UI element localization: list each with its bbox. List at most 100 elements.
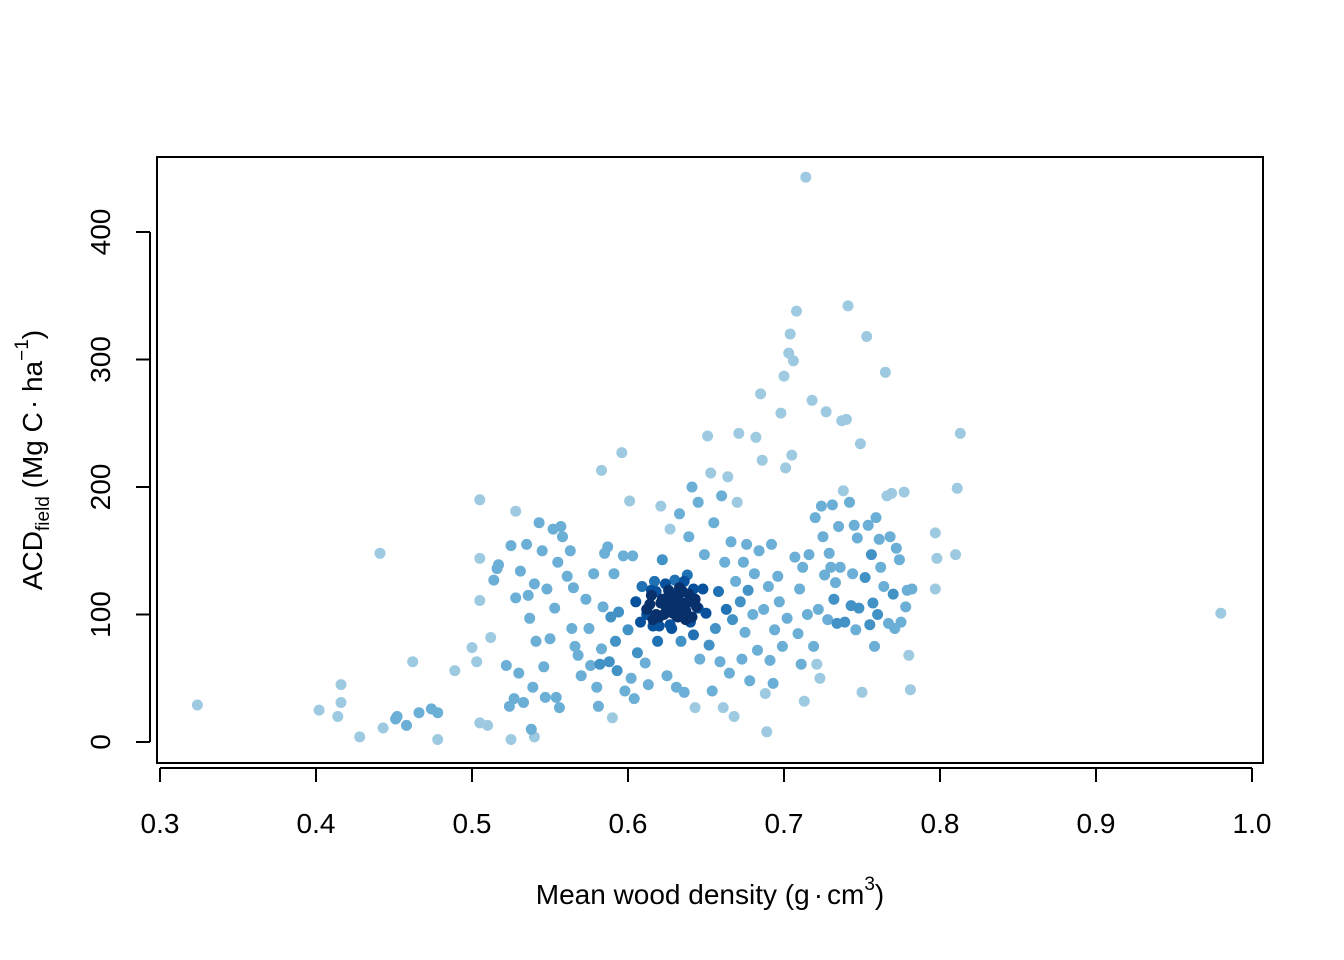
data-point	[769, 624, 781, 636]
data-point	[686, 481, 698, 493]
data-point	[493, 559, 504, 571]
y-axis-title-close: )	[17, 330, 48, 339]
x-tick-label: 0.7	[765, 808, 804, 839]
data-point	[694, 653, 706, 665]
data-point	[748, 568, 760, 580]
data-point	[485, 632, 497, 643]
data-point	[703, 639, 715, 651]
data-point	[639, 657, 651, 669]
data-point	[630, 596, 642, 608]
data-point	[803, 549, 815, 561]
data-point	[550, 691, 562, 703]
data-point	[786, 449, 798, 461]
data-point	[812, 603, 824, 615]
y-axis-title-main: ACD	[17, 531, 48, 590]
data-point	[561, 570, 573, 582]
x-axis-title-dot: ·	[814, 879, 823, 910]
data-point	[847, 568, 859, 580]
data-point	[374, 547, 386, 559]
data-point	[747, 609, 759, 620]
data-point	[597, 601, 609, 613]
data-point	[755, 388, 767, 400]
data-point	[879, 366, 891, 378]
data-point	[683, 531, 695, 543]
data-point	[865, 549, 877, 561]
data-point	[624, 495, 636, 507]
data-point	[688, 629, 699, 641]
data-point	[842, 300, 854, 312]
y-axis-title-sub: field	[33, 496, 54, 531]
data-point	[764, 654, 776, 666]
data-point	[869, 640, 880, 652]
data-point	[655, 500, 667, 512]
data-point	[510, 505, 522, 517]
data-point	[544, 633, 556, 645]
data-point	[528, 578, 540, 590]
data-point	[594, 658, 606, 670]
data-point	[811, 658, 823, 670]
x-tick-label: 0.3	[141, 808, 180, 839]
data-point	[822, 614, 834, 626]
data-point	[449, 665, 461, 677]
data-point	[716, 490, 728, 502]
data-point	[645, 589, 657, 601]
data-point	[606, 712, 618, 724]
data-point	[514, 565, 526, 577]
data-point	[505, 734, 517, 745]
data-point	[709, 623, 721, 634]
data-point	[791, 305, 802, 317]
data-point	[602, 541, 614, 553]
data-point	[901, 584, 913, 596]
data-point	[625, 672, 637, 684]
data-point	[848, 519, 860, 531]
data-point	[610, 635, 621, 647]
data-point	[432, 734, 444, 745]
data-point	[772, 570, 784, 582]
data-point	[547, 523, 559, 535]
data-point	[856, 686, 868, 698]
data-point	[627, 550, 639, 562]
data-point	[390, 713, 402, 725]
data-point	[862, 519, 874, 531]
data-point	[720, 603, 732, 615]
y-axis-title-rest: (Mg C	[17, 412, 48, 496]
data-point	[678, 686, 690, 698]
data-point	[611, 665, 623, 677]
data-point	[705, 467, 717, 479]
data-point	[837, 485, 849, 497]
data-point	[513, 667, 525, 679]
data-point	[675, 635, 687, 647]
data-point	[776, 640, 788, 652]
data-point	[313, 704, 325, 716]
data-point	[644, 598, 656, 610]
data-point	[608, 568, 620, 580]
data-point	[873, 533, 885, 545]
data-point	[844, 496, 855, 508]
data-point	[784, 328, 796, 340]
data-point	[809, 512, 821, 524]
data-point	[753, 545, 765, 557]
data-point	[596, 643, 607, 655]
data-point	[780, 462, 792, 474]
data-point	[719, 556, 731, 568]
data-point	[814, 672, 826, 684]
x-axis-title-close: )	[875, 879, 884, 910]
data-point	[474, 595, 486, 606]
data-point	[605, 611, 617, 623]
data-point	[854, 438, 866, 450]
data-point	[522, 589, 534, 601]
data-point	[569, 640, 581, 652]
data-point	[954, 427, 966, 439]
x-axis: 0.3 0.4 0.5 0.6 0.7 0.8 0.9 1.0	[141, 767, 1271, 839]
data-point	[898, 486, 910, 498]
data-point	[575, 670, 587, 682]
data-point	[736, 653, 748, 665]
data-point	[1215, 607, 1227, 619]
data-point	[853, 602, 865, 614]
data-point	[518, 697, 529, 708]
data-point	[834, 561, 846, 573]
data-point	[861, 331, 873, 342]
data-point	[692, 496, 704, 508]
data-point	[823, 547, 835, 559]
